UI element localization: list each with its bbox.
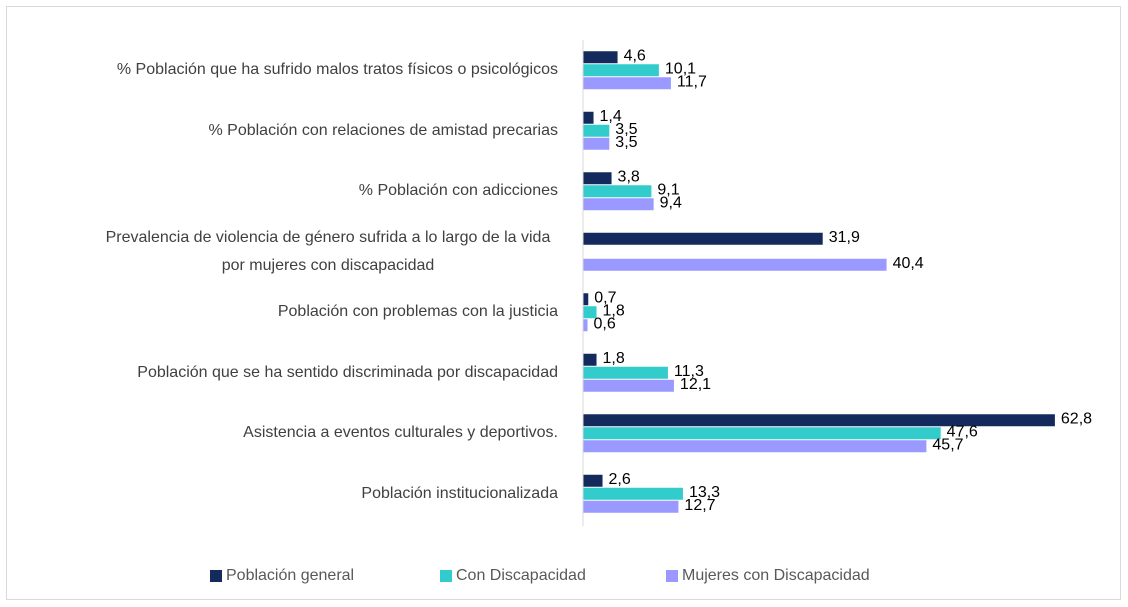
data-label: 31,9 [829, 229, 860, 246]
bar [583, 427, 941, 440]
data-label: 45,7 [932, 436, 963, 453]
data-label: 1,4 [600, 108, 622, 125]
data-label: 3,5 [615, 121, 637, 138]
data-label: 1,8 [603, 350, 625, 367]
legend-swatch [440, 570, 452, 582]
bar [583, 64, 659, 77]
bar [583, 111, 594, 124]
category-label: % Población que ha sufrido malos tratos … [116, 61, 558, 79]
bar [583, 77, 671, 90]
chart-border [6, 6, 1121, 600]
bar [583, 319, 588, 332]
bar [583, 500, 679, 513]
category-label-box: % Población con adicciones [359, 177, 558, 205]
category-label-box: Población con problemas con la justicia [278, 298, 558, 326]
category-label: % Población con adicciones [358, 182, 558, 200]
bar [583, 51, 618, 64]
category-label: Población con problemas con la justicia [277, 303, 558, 321]
category-label: Población que se ha sentido discriminada… [137, 363, 558, 381]
category-label-box: Población que se ha sentido discriminada… [137, 359, 558, 387]
data-label: 4,6 [624, 47, 646, 64]
bar [583, 185, 652, 198]
data-label: 9,1 [657, 181, 679, 198]
bar [583, 366, 668, 379]
category-label: % Población con relaciones de amistad pr… [208, 121, 558, 139]
data-label: 10,1 [665, 60, 696, 77]
legend-swatch [666, 570, 678, 582]
data-label: 11,7 [677, 73, 707, 90]
bar [583, 293, 589, 306]
category-label-box: Asistencia a eventos culturales y deport… [243, 419, 558, 447]
legend-label: Mujeres con Discapacidad [682, 567, 870, 584]
category-label: Prevalencia de violencia de género sufri… [105, 228, 551, 274]
data-label: 9,4 [660, 194, 682, 211]
bar [583, 474, 603, 487]
data-label: 12,1 [680, 376, 711, 393]
data-label: 3,5 [615, 134, 637, 151]
bar [583, 172, 612, 185]
bar [583, 487, 683, 500]
bar [583, 353, 597, 366]
legend-swatch [210, 570, 222, 582]
data-label: 3,8 [618, 168, 640, 185]
data-label: 0,6 [594, 315, 616, 332]
bar [583, 440, 927, 453]
data-label: 11,3 [674, 363, 704, 380]
category-label-box: % Población con relaciones de amistad pr… [208, 117, 558, 145]
category-label: Asistencia a eventos culturales y deport… [243, 424, 558, 442]
bar [583, 137, 610, 150]
bar [583, 124, 610, 137]
category-label: Población institucionalizada [361, 484, 558, 502]
category-label-box: Prevalencia de violencia de género sufri… [98, 224, 558, 280]
legend-label: Población general [226, 567, 354, 584]
category-label-box: % Población que ha sufrido malos tratos … [117, 56, 558, 84]
bar [583, 198, 654, 211]
bar [583, 379, 674, 392]
data-label: 1,8 [603, 302, 625, 319]
category-label-box: Población institucionalizada [361, 480, 558, 508]
bar [583, 258, 887, 271]
data-label: 2,6 [609, 471, 631, 488]
data-label: 12,7 [684, 497, 715, 514]
bar [583, 306, 597, 319]
data-label: 0,7 [594, 289, 616, 306]
data-label: 40,4 [893, 255, 924, 272]
bar [583, 414, 1055, 427]
data-label: 13,3 [689, 484, 720, 501]
data-label: 47,6 [947, 423, 978, 440]
legend-label: Con Discapacidad [456, 567, 586, 584]
bar [583, 232, 823, 245]
data-label: 62,8 [1061, 410, 1092, 427]
